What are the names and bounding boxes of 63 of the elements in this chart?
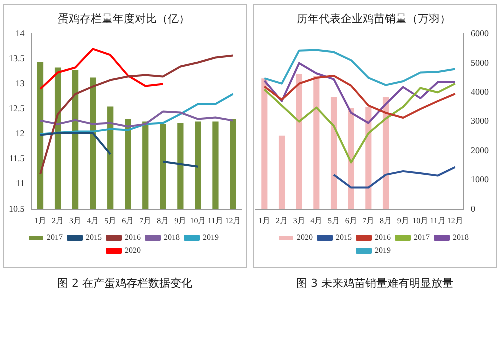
x-tick-label: 7月	[362, 216, 375, 226]
x-tick-label: 5月	[104, 216, 117, 226]
legend-label: 2016	[125, 233, 141, 242]
y-tick-label: 14	[16, 28, 26, 39]
x-tick-label: 3月	[293, 216, 306, 226]
y2-tick-label: 4000	[471, 86, 490, 97]
legend-label: 2018	[164, 233, 180, 242]
bar	[366, 107, 372, 210]
legend-label: 2018	[453, 233, 469, 242]
x-tick-label: 7月	[140, 216, 152, 226]
y2-tick-label: 1000	[471, 174, 490, 185]
x-tick-label: 3月	[70, 216, 82, 226]
y-tick-label: 11.5	[9, 154, 26, 164]
legend-label: 2020	[125, 246, 141, 256]
y-tick-label: 12.5	[9, 104, 26, 114]
bar	[348, 108, 354, 210]
legend-label: 2015	[86, 233, 102, 242]
legend-label: 2015	[336, 233, 352, 242]
y2-tick-label: 5000	[471, 58, 490, 68]
legend-label: 2016	[375, 233, 391, 242]
bar	[330, 96, 338, 210]
bar	[382, 96, 390, 210]
x-tick-label: 1月	[34, 216, 47, 226]
y2-tick-label: 3000	[471, 116, 490, 126]
legend-label: 2017	[47, 233, 63, 242]
x-tick-label: 9月	[397, 216, 410, 226]
legend-label: 2017	[414, 233, 430, 242]
y-tick-label: 13	[16, 78, 26, 89]
x-tick-label: 1月	[258, 216, 271, 226]
x-tick-label: 4月	[310, 216, 323, 226]
legend-label: 2020	[297, 233, 313, 242]
x-tick-label: 6月	[345, 216, 358, 226]
x-tick-label: 10月	[190, 216, 206, 226]
x-tick-label: 12月	[225, 216, 242, 226]
x-tick-label: 9月	[174, 216, 187, 226]
y2-tick-label: 2000	[471, 145, 490, 156]
x-tick-label: 8月	[157, 216, 170, 226]
y-tick-label: 13.5	[9, 54, 26, 64]
x-tick-label: 11月	[208, 216, 224, 226]
y-tick-label: 11	[16, 178, 25, 189]
legend-label: 2019	[203, 233, 219, 242]
y2-tick-label: 0	[471, 204, 476, 214]
caption: 图 3 未来鸡苗销量难有明显放量	[296, 276, 454, 291]
x-tick-label: 11月	[430, 216, 446, 226]
bar	[262, 78, 268, 210]
caption: 图 2 在产蛋鸡存栏数据变化	[56, 276, 194, 291]
chart-title: 历年代表企业鸡苗销量（万羽）	[297, 12, 451, 26]
bar	[314, 76, 320, 210]
bar	[278, 136, 286, 210]
legend-label: 2019	[375, 246, 391, 256]
y-tick-label: 12	[16, 128, 25, 139]
x-tick-label: 12月	[447, 216, 464, 226]
x-tick-label: 10月	[412, 216, 429, 226]
chart-title: 蛋鸡存栏量年度对比（亿）	[58, 12, 190, 26]
y-tick-label: 10.5	[9, 204, 26, 214]
x-tick-label: 8月	[380, 216, 392, 226]
x-tick-label: 6月	[122, 216, 134, 226]
x-tick-label: 5月	[328, 216, 340, 226]
x-tick-label: 2月	[276, 216, 288, 226]
x-tick-label: 2月	[52, 216, 64, 226]
bar	[296, 74, 302, 210]
y2-tick-label: 6000	[471, 28, 490, 39]
x-tick-label: 4月	[87, 216, 100, 226]
